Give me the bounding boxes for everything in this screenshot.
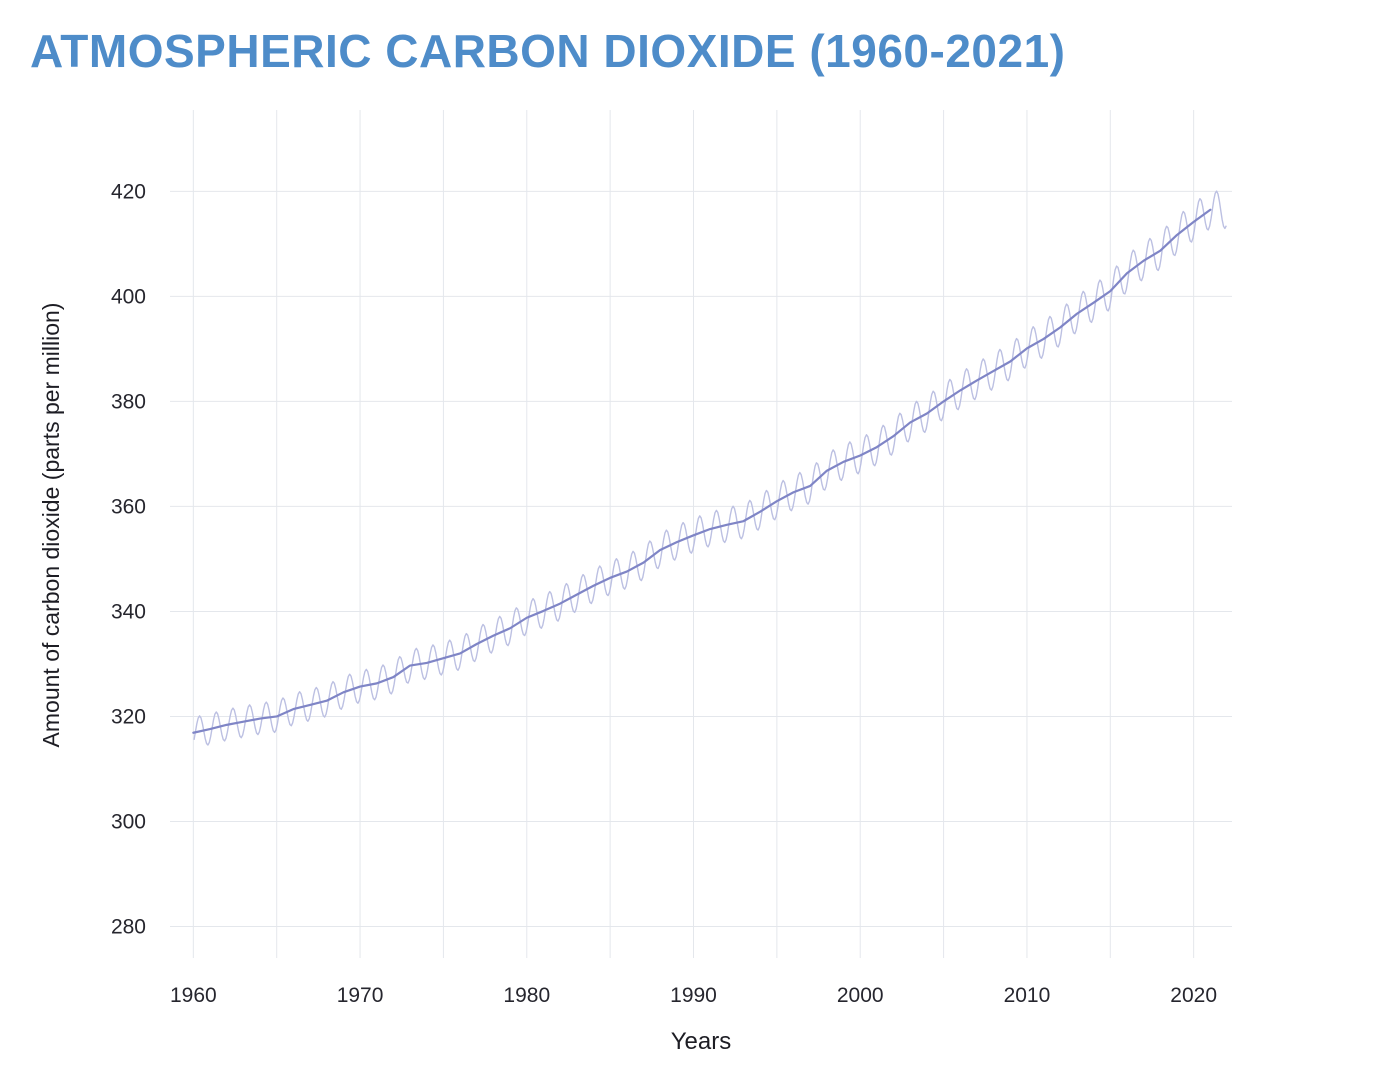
chart-canvas: 280 300 320 340 360 380 400 420 1960 1970 1980 1990…	[111, 110, 1232, 1007]
y-tick-label: 400	[111, 285, 146, 308]
y-tick-label: 380	[111, 390, 146, 413]
chart-title: ATMOSPHERIC CARBON DIOXIDE (1960-2021)	[30, 25, 1066, 77]
x-tick-label: 2000	[837, 984, 884, 1007]
x-tick-label: 1980	[503, 984, 550, 1007]
x-tick-label: 1970	[337, 984, 384, 1007]
y-axis-label: Amount of carbon dioxide (parts per mill…	[38, 302, 64, 748]
vertical-gridlines	[192, 110, 1195, 958]
x-tick-label: 1990	[670, 984, 717, 1007]
x-tick-label: 2010	[1004, 984, 1051, 1007]
trend-co2-line	[192, 208, 1212, 734]
y-tick-label: 340	[111, 600, 146, 623]
y-tick-label: 420	[111, 180, 146, 203]
horizontal-gridlines	[170, 190, 1232, 927]
y-tick-label: 280	[111, 916, 146, 939]
y-tick-labels: 280 300 320 340 360 380 400 420	[111, 180, 146, 938]
y-tick-label: 300	[111, 810, 146, 833]
y-tick-label: 360	[111, 495, 146, 518]
x-tick-labels: 1960 1970 1980 1990 2000 2010 2020	[170, 984, 1217, 1007]
x-tick-label: 1960	[170, 984, 217, 1007]
x-tick-label: 2020	[1170, 984, 1217, 1007]
x-axis-label: Years	[670, 1028, 732, 1055]
co2-line-chart: 280 300 320 340 360 380 400 420 1960 1970 1980 1990…	[0, 90, 1374, 1082]
y-tick-label: 320	[111, 705, 146, 728]
seasonal-co2-line	[193, 190, 1227, 746]
